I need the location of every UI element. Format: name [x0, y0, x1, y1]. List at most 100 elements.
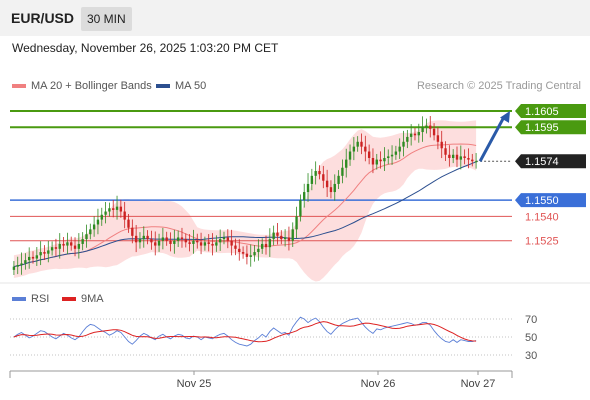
candle-body	[218, 239, 222, 243]
candle	[238, 239, 241, 261]
candle-body	[184, 239, 187, 243]
ma20-label: MA 20 + Bollinger Bands	[31, 80, 152, 92]
candle	[58, 233, 61, 259]
candle-body	[283, 237, 287, 240]
candle	[249, 244, 252, 267]
candle-body	[421, 127, 424, 133]
candle-body	[154, 242, 157, 246]
candle-body	[398, 146, 401, 152]
legend-ma20: MA 20 + Bollinger Bands	[12, 80, 152, 92]
legend-rsi: RSI	[12, 293, 49, 305]
candle-body	[276, 232, 279, 236]
candle	[157, 233, 161, 252]
candle-body	[448, 154, 451, 158]
candle-body	[352, 146, 356, 152]
candle-body	[180, 237, 184, 240]
candle-body	[92, 224, 96, 230]
candle-body	[142, 235, 145, 240]
candle	[169, 232, 172, 252]
candle	[325, 169, 329, 197]
timeframe-badge[interactable]: 30 MIN	[81, 7, 132, 31]
candle-body	[257, 248, 260, 253]
candle	[123, 201, 126, 229]
candle-body	[409, 133, 413, 137]
level-tag-bg-1.1574	[515, 154, 586, 169]
candle	[268, 228, 272, 257]
candle-body	[387, 156, 390, 158]
candle	[474, 152, 478, 169]
candle	[425, 118, 428, 134]
candle	[387, 149, 390, 165]
candle	[24, 253, 27, 270]
candle	[390, 145, 394, 165]
copyright-text: Research © 2025 Trading Central	[416, 80, 581, 92]
candle-body	[226, 237, 229, 241]
candle-body	[146, 235, 149, 240]
candle-body	[62, 243, 65, 246]
candle	[104, 201, 107, 224]
candle-body	[47, 250, 50, 254]
candle-body	[268, 239, 272, 248]
candle-body	[345, 159, 348, 168]
candle	[371, 148, 375, 174]
candle	[92, 216, 96, 237]
candle-body	[474, 161, 478, 163]
candle-body	[318, 170, 321, 175]
candle-body	[417, 132, 420, 136]
candle-body	[115, 206, 119, 210]
candle	[47, 240, 50, 263]
candle	[134, 224, 138, 253]
candle-body	[31, 256, 35, 259]
candle	[318, 165, 321, 180]
candle-body	[471, 159, 474, 162]
candle-body	[455, 154, 459, 160]
candle-body	[211, 243, 214, 246]
candle-body	[28, 256, 31, 261]
candle-body	[325, 180, 329, 188]
candle	[421, 116, 424, 142]
candle	[364, 135, 367, 162]
candle	[50, 241, 54, 256]
candle-body	[203, 242, 207, 246]
candle	[264, 235, 268, 255]
candle	[35, 247, 39, 266]
candle	[81, 232, 84, 251]
candle-body	[329, 187, 333, 193]
level-tag-1.1605: 1.1605	[525, 106, 559, 118]
candle	[165, 231, 168, 246]
candle	[96, 208, 100, 235]
candle	[276, 223, 279, 245]
candle-body	[131, 227, 134, 236]
candle	[192, 229, 195, 254]
candle	[39, 241, 42, 266]
candle	[70, 236, 73, 251]
ma50-line	[13, 161, 477, 268]
candle-body	[367, 151, 371, 158]
candle	[406, 129, 409, 149]
candle	[100, 207, 103, 226]
candle	[142, 226, 145, 248]
candle	[280, 230, 283, 245]
candle	[20, 252, 23, 275]
ma50-swatch	[156, 84, 170, 89]
candle-body	[371, 158, 375, 165]
candle	[211, 233, 214, 256]
candle	[299, 194, 302, 222]
candle	[138, 232, 142, 249]
projection-arrow	[478, 116, 506, 162]
candle-body	[390, 154, 394, 157]
candle	[429, 116, 432, 138]
candle	[161, 227, 165, 250]
candle-body	[287, 237, 291, 241]
candle-body	[161, 237, 165, 241]
candle	[463, 149, 466, 165]
candle-body	[383, 158, 386, 162]
candle-body	[173, 240, 176, 244]
candle-body	[436, 135, 440, 142]
candle-body	[123, 211, 126, 220]
candle-body	[360, 141, 363, 147]
candle	[459, 145, 462, 170]
candle	[31, 251, 35, 264]
candle	[455, 146, 459, 168]
